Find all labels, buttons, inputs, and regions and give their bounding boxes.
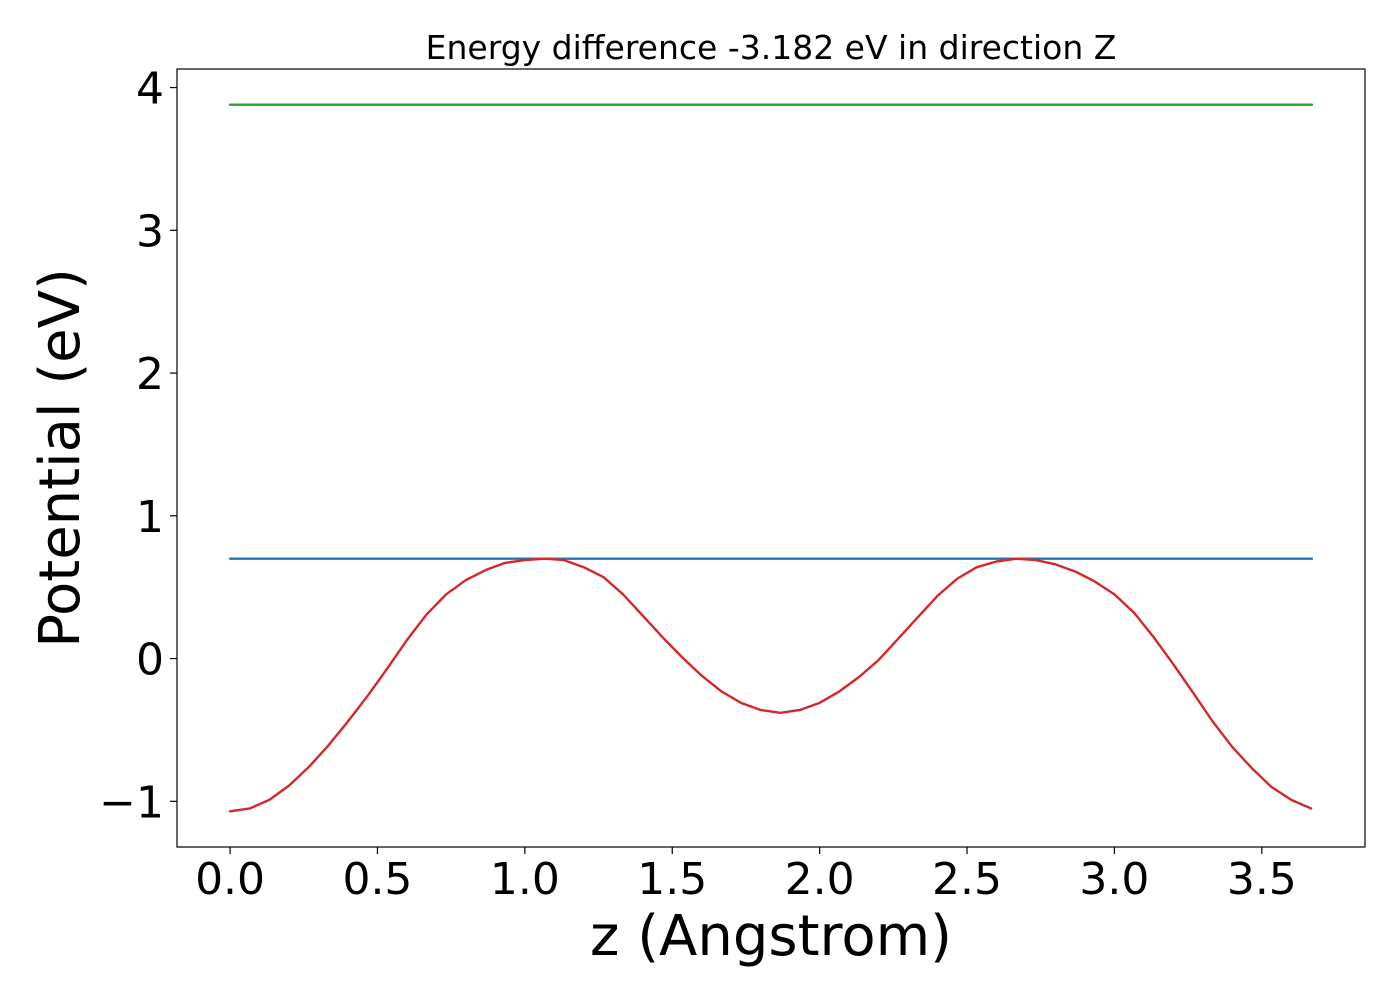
- series-line-3: [228, 557, 1313, 813]
- x-tick-label: 3.5: [1227, 854, 1297, 905]
- x-tick-label: 3.0: [1079, 854, 1149, 905]
- x-axis-label: z (Angstrom): [590, 904, 952, 969]
- x-tick-label: 0.0: [195, 854, 265, 905]
- x-tick-label: 1.5: [637, 854, 707, 905]
- x-tick-label: 0.5: [342, 854, 412, 905]
- y-tick-label: 1: [136, 492, 164, 543]
- y-tick-label: 2: [136, 349, 164, 400]
- chart-title: Energy difference -3.182 eV in direction…: [426, 28, 1117, 67]
- series-layer: [228, 103, 1314, 813]
- x-axis-ticks: 0.0 0.5 1.0 1.5 2.0 2.5 3.0 3.5: [195, 847, 1297, 905]
- y-axis-ticks: −1 0 1 2 3 4: [99, 64, 177, 828]
- x-tick-label: 2.0: [785, 854, 855, 905]
- x-tick-label: 1.0: [490, 854, 560, 905]
- y-axis-label: Potential (eV): [28, 268, 93, 648]
- plot-area-frame: [176, 68, 1366, 848]
- y-tick-label: 3: [136, 206, 164, 257]
- x-tick-label: 2.5: [932, 854, 1002, 905]
- y-tick-label: 0: [136, 635, 164, 686]
- y-tick-label: 4: [136, 64, 164, 115]
- y-tick-label: −1: [99, 777, 164, 828]
